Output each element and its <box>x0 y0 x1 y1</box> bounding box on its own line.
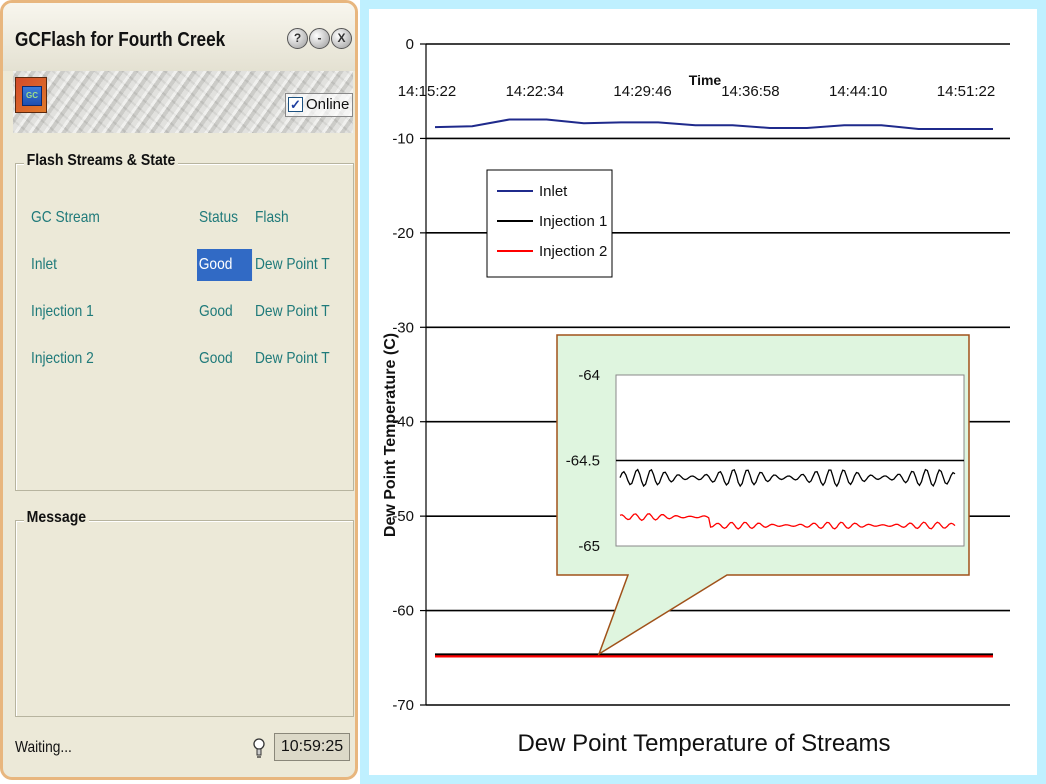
stream-status[interactable]: Good <box>199 303 233 320</box>
gcflash-window: GCFlash for Fourth Creek ? - X GC ✓ Onli… <box>0 0 358 780</box>
y-tick-label: -20 <box>392 225 414 242</box>
column-header-flash: Flash <box>255 209 289 226</box>
y-tick-label: -40 <box>392 414 414 431</box>
inset-y-tick-label: -64 <box>578 367 600 384</box>
x-axis-label: Time <box>689 72 722 88</box>
stream-row-injection-1[interactable]: Injection 1 Good Dew Point T <box>16 296 353 328</box>
title-bar[interactable]: GCFlash for Fourth Creek ? - X <box>3 3 355 71</box>
stream-flash[interactable]: Dew Point T <box>255 350 330 367</box>
series-lines <box>434 118 993 658</box>
chart-area: 0 -10 -20 -30 -40 -50 -60 -70 14:15:22 14:22:34 14… <box>369 9 1037 775</box>
stream-row-injection-2[interactable]: Injection 2 Good Dew Point T <box>16 343 353 375</box>
x-tick-label: 14:22:34 <box>506 83 564 100</box>
series-line-inlet <box>434 118 993 130</box>
minimize-button[interactable]: - <box>309 28 330 49</box>
flash-streams-panel: Flash Streams & State GC Stream Status F… <box>15 152 354 491</box>
legend-label: Injection 2 <box>539 243 607 260</box>
y-tick-label: -60 <box>392 603 414 620</box>
axes: 0 -10 -20 -30 -40 -50 -60 -70 14:15:22 14:22:34 14… <box>392 36 995 714</box>
legend-label: Injection 1 <box>539 213 607 230</box>
y-tick-label: 0 <box>406 36 414 53</box>
legend-label: Inlet <box>539 183 568 200</box>
chart-title: Dew Point Temperature of Streams <box>517 730 890 757</box>
column-header-gc-stream: GC Stream <box>31 209 100 226</box>
gc-icon-label: GC <box>22 86 42 106</box>
online-checkbox-container[interactable]: ✓ Online <box>285 93 353 117</box>
legend: Inlet Injection 1 Injection 2 <box>486 169 613 278</box>
x-tick-label: 14:44:10 <box>829 83 887 100</box>
y-tick-label: -70 <box>392 697 414 714</box>
online-label: Online <box>306 96 350 113</box>
stream-row-inlet[interactable]: Inlet Good Dew Point T <box>16 249 353 281</box>
x-tick-label: 14:29:46 <box>613 83 671 100</box>
column-header-status: Status <box>199 209 239 226</box>
clock-display: 10:59:25 <box>274 733 350 761</box>
lightbulb-icon <box>253 738 265 758</box>
help-button[interactable]: ? <box>287 28 308 49</box>
stream-status-selected[interactable]: Good <box>197 249 253 281</box>
dew-point-chart: 0 -10 -20 -30 -40 -50 -60 -70 14:15:22 14:22:34 14… <box>382 36 1010 757</box>
stream-name[interactable]: Inlet <box>31 256 58 273</box>
window-title: GCFlash for Fourth Creek <box>15 29 226 51</box>
inset-callout: -64 -64.5 -65 <box>556 334 970 656</box>
inset-y-tick-label: -64.5 <box>566 453 600 470</box>
inset-series-injection-1 <box>619 468 956 488</box>
stream-status[interactable]: Good <box>199 350 233 367</box>
stream-name[interactable]: Injection 2 <box>31 350 94 367</box>
stream-name[interactable]: Injection 1 <box>31 303 94 320</box>
close-button[interactable]: X <box>331 28 352 49</box>
chart-frame: 0 -10 -20 -30 -40 -50 -60 -70 14:15:22 14:22:34 14… <box>360 0 1046 784</box>
y-tick-label: -30 <box>392 319 414 336</box>
stream-table-header: GC Stream Status Flash <box>16 202 353 234</box>
header-banner: GC ✓ Online <box>13 71 353 133</box>
inset-series-injection-2 <box>619 513 956 530</box>
stream-flash[interactable]: Dew Point T <box>255 256 330 273</box>
x-tick-label: 14:36:58 <box>721 83 779 100</box>
online-checkbox[interactable]: ✓ <box>288 97 303 112</box>
message-panel: Message <box>15 509 354 717</box>
flash-streams-title: Flash Streams & State <box>24 152 178 170</box>
gc-app-icon: GC <box>15 77 47 113</box>
y-tick-label: -10 <box>392 130 414 147</box>
legend-box <box>486 169 613 278</box>
y-axis-label: Dew Point Temperature (C) <box>382 333 399 537</box>
x-tick-label: 14:51:22 <box>937 83 995 100</box>
y-tick-label: -50 <box>392 508 414 525</box>
status-text: Waiting... <box>15 739 72 756</box>
stream-flash[interactable]: Dew Point T <box>255 303 330 320</box>
x-tick-label: 14:15:22 <box>398 83 456 100</box>
inset-y-tick-label: -65 <box>578 538 600 555</box>
message-title: Message <box>24 509 89 527</box>
